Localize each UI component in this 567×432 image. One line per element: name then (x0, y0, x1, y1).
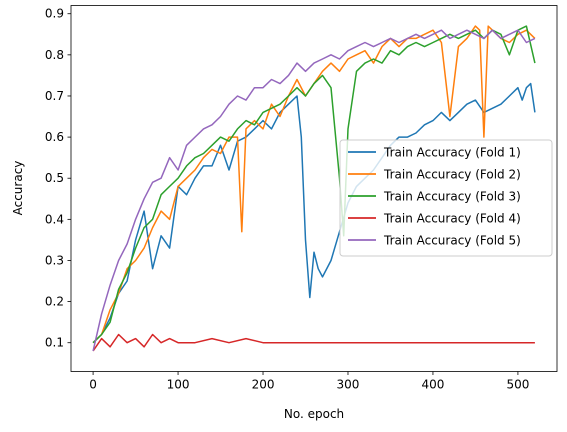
legend-label: Train Accuracy (Fold 2) (383, 168, 521, 182)
series-line-fold-1 (92, 82, 536, 344)
legend: Train Accuracy (Fold 1) Train Accuracy (F… (339, 139, 553, 257)
y-tick-label: 0.7 (45, 89, 64, 103)
x-tick-label: 100 (167, 378, 190, 392)
x-tick-label: 500 (506, 378, 529, 392)
y-tick-label: 0.2 (45, 295, 64, 309)
legend-label: Train Accuracy (Fold 4) (383, 212, 521, 226)
x-tick-label: 300 (337, 378, 360, 392)
legend-label: Train Accuracy (Fold 3) (383, 190, 521, 204)
y-tick-label: 0.6 (45, 130, 64, 144)
y-axis-label: Accuracy (11, 161, 25, 216)
series-line-fold-2 (92, 25, 536, 344)
y-tick-label: 0.8 (45, 48, 64, 62)
series-line-fold-3 (92, 25, 536, 344)
x-axis-label: No. epoch (284, 407, 344, 421)
y-tick-label: 0.9 (45, 7, 64, 21)
x-tick-label: 0 (89, 378, 97, 392)
plot-frame (70, 5, 558, 372)
x-tick-label: 400 (421, 378, 444, 392)
y-tick-label: 0.1 (45, 336, 64, 350)
series-line-fold-5 (92, 29, 536, 352)
y-tick-label: 0.5 (45, 171, 64, 185)
legend-box (339, 139, 553, 257)
x-axis-ticks: 0 100 200 300 400 500 (89, 371, 529, 392)
plot-lines (92, 25, 536, 352)
y-tick-label: 0.3 (45, 253, 64, 267)
series-line-fold-4 (92, 333, 535, 352)
legend-label: Train Accuracy (Fold 1) (383, 146, 521, 160)
legend-label: Train Accuracy (Fold 5) (383, 234, 521, 248)
x-tick-label: 200 (252, 378, 275, 392)
y-tick-label: 0.4 (45, 212, 64, 226)
y-axis-ticks: 0.1 0.2 0.3 0.4 0.5 0.6 0.7 0.8 0.9 (45, 7, 71, 350)
